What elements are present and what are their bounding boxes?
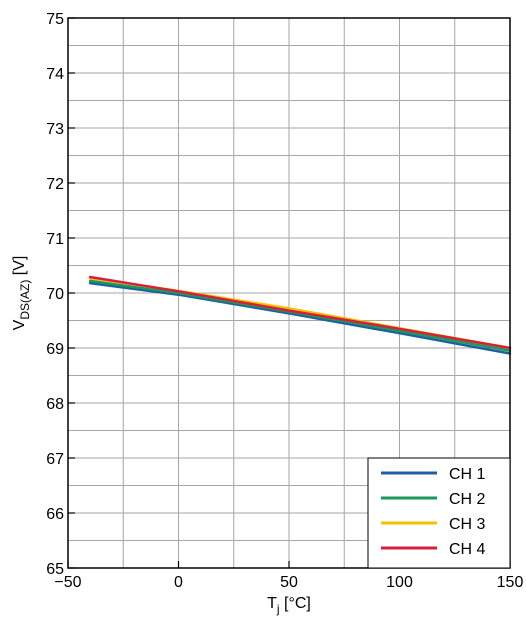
y-tick-label: 69 bbox=[46, 341, 64, 358]
legend-label-ch-2: CH 2 bbox=[449, 491, 486, 508]
axis-ticks: 65 66 67 68 69 70 71 72 73 74 75 −50 0 50 100 150 bbox=[46, 11, 523, 591]
x-tick-label: 150 bbox=[497, 574, 524, 591]
y-axis-label: VDS(AZ) [V] bbox=[11, 256, 32, 331]
legend: CH 1 CH 2 CH 3 CH 4 bbox=[367, 457, 511, 569]
y-tick-label: 70 bbox=[46, 286, 64, 303]
x-tick-label: 50 bbox=[280, 574, 298, 591]
y-tick-label: 75 bbox=[46, 11, 64, 28]
x-tick-label: −50 bbox=[54, 574, 81, 591]
legend-label-ch-3: CH 3 bbox=[449, 516, 486, 533]
y-tick-label: 72 bbox=[46, 176, 64, 193]
legend-label-ch-4: CH 4 bbox=[449, 541, 486, 558]
legend-label-ch-1: CH 1 bbox=[449, 466, 486, 483]
x-tick-label: 100 bbox=[386, 574, 413, 591]
y-tick-label: 71 bbox=[46, 231, 64, 248]
legend-box bbox=[367, 457, 511, 569]
x-tick-label: 0 bbox=[174, 574, 183, 591]
x-axis-label-unit: [°C] bbox=[280, 595, 311, 612]
legend-entries: CH 1 CH 2 CH 3 CH 4 bbox=[381, 466, 486, 558]
y-tick-label: 67 bbox=[46, 451, 64, 468]
series-line-ch-1 bbox=[88, 281, 512, 355]
series-lines bbox=[88, 275, 512, 355]
y-tick-label: 65 bbox=[46, 561, 64, 578]
y-tick-label: 66 bbox=[46, 506, 64, 523]
x-axis-label: Tj [°C] bbox=[267, 595, 311, 616]
y-axis-label-main: V bbox=[11, 319, 28, 330]
x-axis-label-sub: j bbox=[276, 602, 280, 616]
x-axis-label-main: T bbox=[267, 595, 277, 612]
series-line-ch-4 bbox=[88, 275, 512, 350]
y-tick-label: 74 bbox=[46, 66, 64, 83]
y-tick-label: 68 bbox=[46, 396, 64, 413]
y-axis-label-unit: [V] bbox=[11, 256, 28, 280]
y-tick-label: 73 bbox=[46, 121, 64, 138]
y-axis-label-sub: DS(AZ) bbox=[18, 280, 32, 320]
